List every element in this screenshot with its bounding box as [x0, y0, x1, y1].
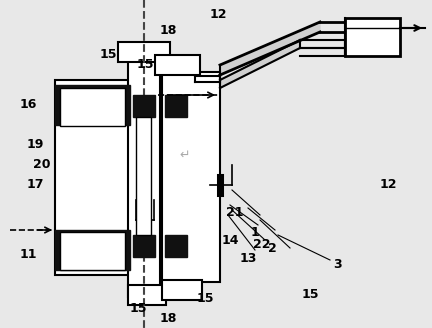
Bar [165, 235, 187, 257]
Text: 15: 15 [196, 292, 214, 304]
Bar [60, 232, 125, 270]
Bar [165, 95, 187, 117]
Bar [55, 230, 130, 270]
Text: 14: 14 [221, 234, 239, 247]
Polygon shape [220, 40, 300, 88]
Text: 1: 1 [251, 226, 259, 238]
Text: 20: 20 [33, 158, 51, 172]
Bar [60, 88, 125, 126]
Bar [133, 235, 155, 257]
Bar [155, 55, 200, 75]
Bar [133, 95, 155, 117]
Text: ↵: ↵ [180, 149, 190, 161]
Text: 15: 15 [99, 49, 117, 62]
Bar [55, 85, 130, 125]
Text: 19: 19 [26, 138, 44, 152]
Bar [136, 117, 151, 235]
Text: 15: 15 [129, 301, 147, 315]
Bar [162, 72, 220, 282]
Text: 12: 12 [379, 178, 397, 192]
Bar [128, 285, 166, 305]
Text: 2: 2 [268, 241, 276, 255]
Text: 3: 3 [334, 258, 342, 272]
Polygon shape [220, 22, 320, 75]
Text: 18: 18 [159, 24, 177, 36]
Text: 11: 11 [19, 249, 37, 261]
Text: 15: 15 [301, 289, 319, 301]
Text: 17: 17 [26, 178, 44, 192]
Bar [162, 280, 202, 300]
Text: 22: 22 [253, 238, 271, 252]
Bar [128, 52, 160, 297]
Text: 16: 16 [19, 98, 37, 112]
Text: 12: 12 [209, 9, 227, 22]
Bar [345, 18, 400, 56]
Text: 15: 15 [136, 58, 154, 72]
Text: 21: 21 [226, 207, 244, 219]
Bar [118, 42, 170, 62]
Text: 18: 18 [159, 312, 177, 324]
Text: 13: 13 [239, 252, 257, 264]
Bar [55, 80, 130, 275]
